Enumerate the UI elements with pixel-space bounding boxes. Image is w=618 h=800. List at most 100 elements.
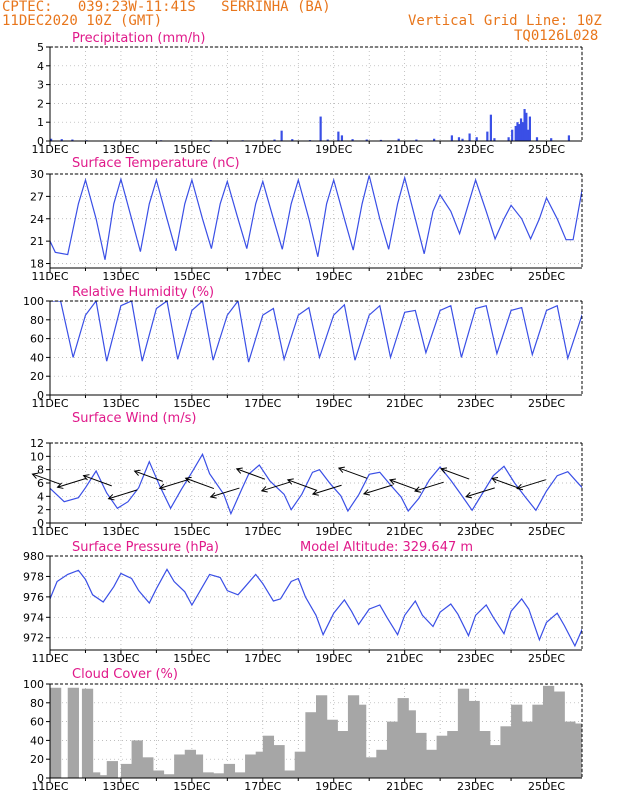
x-tick-label: 21DEC: [386, 652, 423, 665]
x-tick-label: 15DEC: [173, 143, 210, 156]
x-tick-label: 19DEC: [315, 780, 352, 793]
x-tick-label: 13DEC: [102, 780, 139, 793]
wind-arrowhead: [235, 467, 243, 474]
precip-bar: [516, 122, 519, 141]
x-tick-label: 21DEC: [386, 525, 423, 538]
x-tick-label: 23DEC: [457, 397, 494, 410]
precip-bar: [319, 116, 322, 141]
y-tick-label: 1: [37, 116, 44, 129]
precip-bar: [523, 109, 526, 141]
wind-arrowhead: [82, 474, 90, 481]
y-tick-label: 30: [30, 168, 44, 181]
y-tick-label: 4: [37, 60, 44, 73]
precip-bar: [280, 130, 283, 141]
precip-bar: [379, 139, 383, 141]
x-tick-label: 11DEC: [31, 270, 68, 283]
cloud-bar: [294, 751, 306, 778]
wind-vector: [236, 468, 266, 480]
x-tick-label: 11DEC: [31, 143, 68, 156]
x-tick-label: 19DEC: [315, 652, 352, 665]
cloud-bar: [337, 731, 349, 778]
wind-arrowhead: [31, 472, 39, 479]
cloud-bar: [284, 770, 296, 778]
precip-bar: [326, 139, 329, 141]
precip-bar: [433, 138, 436, 141]
x-tick-label: 25DEC: [528, 780, 565, 793]
cloud-bar: [50, 687, 62, 778]
precip-bar: [519, 118, 523, 141]
y-tick-label: 0: [37, 517, 44, 530]
y-tick-label: 18: [30, 258, 44, 271]
precip-bar: [461, 138, 464, 141]
y-tick-label: 20: [30, 753, 44, 766]
y-tick-label: 974: [23, 611, 44, 624]
wind-vector: [32, 473, 61, 485]
precip-bar: [273, 139, 276, 141]
precip-bar: [511, 129, 514, 141]
pressure-title: Surface Pressure (hPa): [72, 540, 219, 555]
wind-arrowhead: [184, 476, 192, 484]
y-tick-label: 976: [23, 591, 44, 604]
y-tick-label: 4: [37, 490, 44, 503]
x-tick-label: 15DEC: [173, 525, 210, 538]
cloud-bar: [191, 754, 204, 778]
precip-bar: [450, 135, 453, 141]
cloud-bar: [586, 710, 597, 778]
precip-bar: [486, 131, 489, 141]
x-tick-label: 25DEC: [528, 143, 565, 156]
wind-arrowhead: [311, 489, 319, 496]
x-tick-label: 23DEC: [457, 780, 494, 793]
cloud-bar: [152, 770, 165, 778]
wind-vector: [491, 477, 521, 490]
precip-bar: [518, 124, 521, 141]
cloud-bar: [511, 704, 523, 778]
wind-vector: [261, 481, 291, 492]
x-tick-label: 17DEC: [244, 780, 281, 793]
y-tick-label: 60: [30, 333, 44, 346]
cloud-bar: [436, 735, 448, 778]
wind-vector: [57, 477, 87, 488]
cloud-bar: [532, 704, 544, 778]
x-tick-label: 17DEC: [244, 397, 281, 410]
wind-vector: [517, 479, 546, 490]
y-tick-label: 0: [37, 135, 44, 148]
y-tick-label: 80: [30, 314, 44, 327]
y-tick-label: 40: [30, 351, 44, 364]
rh-title: Relative Humidity (%): [72, 285, 214, 300]
wind-vector: [83, 475, 112, 487]
precip-bar: [337, 131, 340, 141]
precip-panel: 0 1 2 3 4 5 11DEC 13DEC 15DEC 17DEC 19DEC 21DEC 23DE…: [31, 31, 583, 156]
x-tick-label: 19DEC: [315, 143, 352, 156]
x-tick-label: 21DEC: [386, 780, 423, 793]
wind-arrowhead: [362, 489, 370, 496]
x-tick-label: 19DEC: [315, 525, 352, 538]
x-tick-label: 17DEC: [244, 525, 281, 538]
cloud-bar: [120, 763, 133, 778]
cloud-bar: [376, 749, 388, 778]
cloud-bar: [81, 688, 94, 778]
precip-bar: [365, 139, 368, 141]
cloud-bar: [425, 749, 438, 778]
y-tick-label: 60: [30, 716, 44, 729]
cloud-bar: [202, 772, 214, 778]
wind-vector: [134, 470, 163, 482]
cloud-bar: [234, 772, 246, 778]
precip-title: Precipitation (mm/h): [72, 31, 205, 46]
cloud-bar: [223, 763, 236, 778]
wind-vector: [185, 477, 215, 490]
wind-arrowhead: [158, 483, 166, 491]
x-tick-label: 23DEC: [457, 270, 494, 283]
cloud-bar: [468, 700, 480, 778]
wind-arrowhead: [56, 482, 64, 489]
x-tick-label: 17DEC: [244, 270, 281, 283]
cloud-bar: [596, 720, 607, 778]
cloud-bar: [500, 726, 512, 778]
y-tick-label: 972: [23, 632, 44, 645]
y-tick-label: 978: [23, 570, 44, 583]
wind-vector: [440, 468, 470, 480]
wind-arrowhead: [465, 492, 473, 499]
cloud-bar: [305, 712, 317, 778]
cloud-bar: [245, 754, 257, 778]
y-tick-label: 10: [30, 450, 44, 463]
